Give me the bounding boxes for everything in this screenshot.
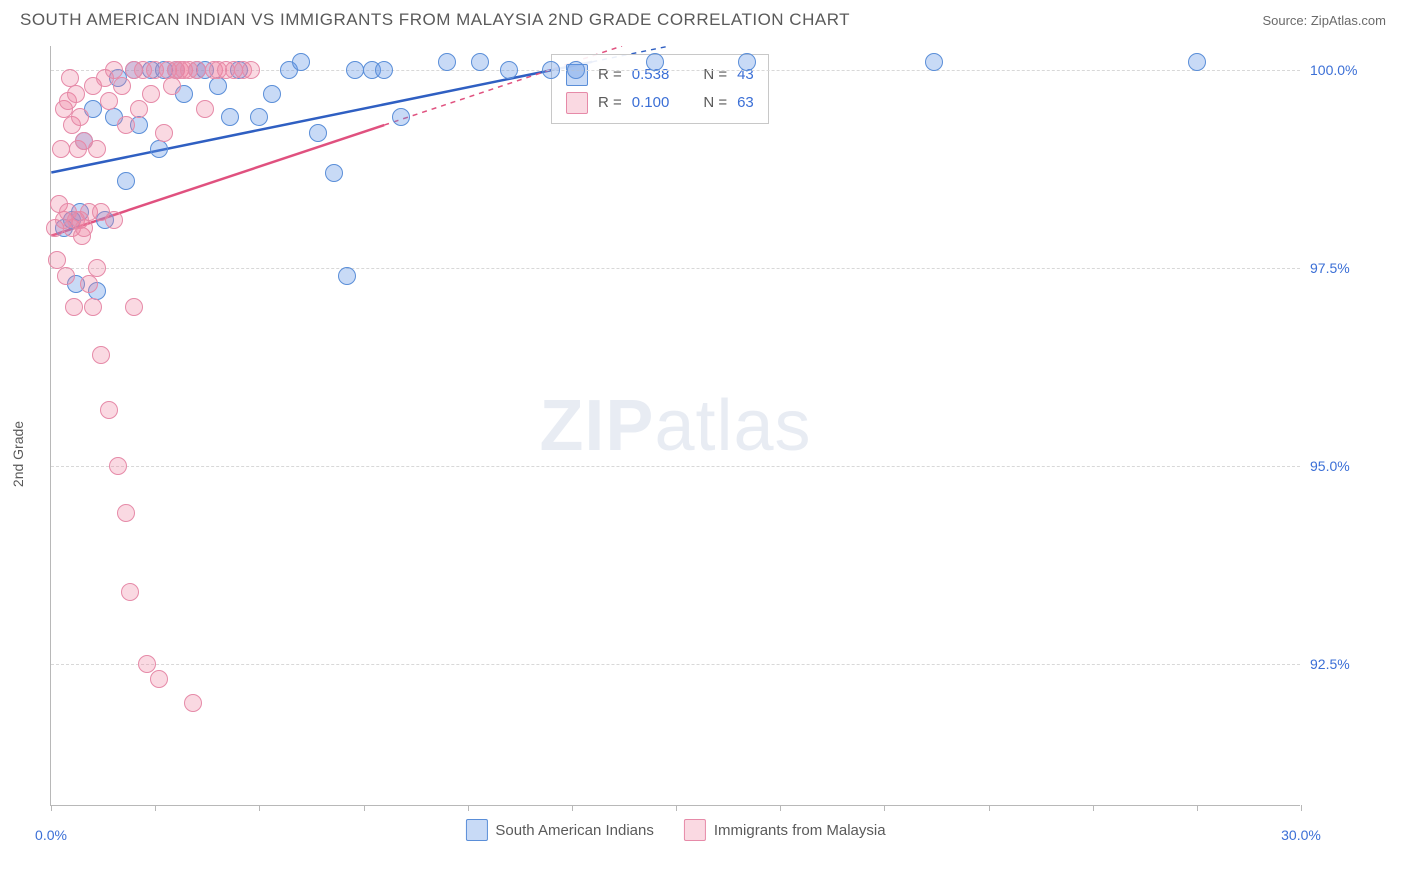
scatter-point <box>438 53 456 71</box>
legend-swatch <box>465 819 487 841</box>
scatter-point <box>471 53 489 71</box>
x-tick-label: 30.0% <box>1281 827 1321 843</box>
scatter-point <box>105 211 123 229</box>
legend-item: South American Indians <box>465 819 653 841</box>
scatter-point <box>500 61 518 79</box>
x-tick-mark <box>259 805 260 811</box>
scatter-point <box>92 346 110 364</box>
scatter-point <box>184 694 202 712</box>
scatter-point <box>263 85 281 103</box>
scatter-point <box>113 77 131 95</box>
x-tick-mark <box>1301 805 1302 811</box>
scatter-point <box>100 401 118 419</box>
x-tick-mark <box>364 805 365 811</box>
chart-title: SOUTH AMERICAN INDIAN VS IMMIGRANTS FROM… <box>20 10 850 30</box>
scatter-point <box>1188 53 1206 71</box>
x-tick-mark <box>780 805 781 811</box>
gridline <box>51 664 1300 665</box>
scatter-point <box>646 53 664 71</box>
x-tick-mark <box>676 805 677 811</box>
scatter-point <box>142 85 160 103</box>
x-tick-mark <box>468 805 469 811</box>
scatter-point <box>109 457 127 475</box>
x-tick-mark <box>572 805 573 811</box>
scatter-point <box>65 298 83 316</box>
chart-source: Source: ZipAtlas.com <box>1262 13 1386 28</box>
scatter-point <box>80 275 98 293</box>
legend-swatch <box>566 92 588 114</box>
scatter-point <box>925 53 943 71</box>
scatter-point <box>52 140 70 158</box>
stat-r-label: R = <box>598 94 622 111</box>
scatter-point <box>338 267 356 285</box>
stat-n-value: 63 <box>737 94 754 111</box>
scatter-point <box>117 504 135 522</box>
scatter-point <box>71 108 89 126</box>
x-tick-mark <box>1093 805 1094 811</box>
scatter-point <box>150 140 168 158</box>
scatter-point <box>392 108 410 126</box>
chart-area: 2nd Grade ZIPatlas R = 0.538N = 43R = 0.… <box>0 36 1406 856</box>
scatter-point <box>138 655 156 673</box>
x-tick-mark <box>884 805 885 811</box>
legend-swatch <box>684 819 706 841</box>
scatter-point <box>88 140 106 158</box>
plot-area: ZIPatlas R = 0.538N = 43R = 0.100N = 63 … <box>50 46 1300 806</box>
y-tick-label: 95.0% <box>1310 458 1390 474</box>
x-tick-mark <box>155 805 156 811</box>
y-axis-label: 2nd Grade <box>10 421 26 487</box>
scatter-point <box>75 219 93 237</box>
scatter-point <box>188 61 206 79</box>
scatter-point <box>346 61 364 79</box>
gridline <box>51 268 1300 269</box>
scatter-point <box>375 61 393 79</box>
y-tick-label: 92.5% <box>1310 656 1390 672</box>
scatter-point <box>117 116 135 134</box>
scatter-point <box>125 298 143 316</box>
y-tick-label: 100.0% <box>1310 62 1390 78</box>
x-tick-mark <box>989 805 990 811</box>
stat-n-label: N = <box>703 94 727 111</box>
watermark: ZIPatlas <box>539 385 811 467</box>
scatter-point <box>67 85 85 103</box>
scatter-point <box>150 670 168 688</box>
series-legend: South American Indians Immigrants from Ma… <box>465 819 885 841</box>
legend-item: Immigrants from Malaysia <box>684 819 886 841</box>
scatter-point <box>542 61 560 79</box>
scatter-point <box>325 164 343 182</box>
scatter-point <box>163 77 181 95</box>
scatter-point <box>57 267 75 285</box>
legend-label: South American Indians <box>495 822 653 839</box>
y-tick-label: 97.5% <box>1310 260 1390 276</box>
scatter-point <box>250 108 268 126</box>
scatter-point <box>117 172 135 190</box>
regression-lines <box>51 46 1300 805</box>
scatter-point <box>155 124 173 142</box>
stat-r-value: 0.100 <box>632 94 670 111</box>
x-tick-label: 0.0% <box>35 827 67 843</box>
scatter-point <box>221 108 239 126</box>
scatter-point <box>309 124 327 142</box>
scatter-point <box>100 92 118 110</box>
scatter-point <box>738 53 756 71</box>
gridline <box>51 466 1300 467</box>
stats-legend-row: R = 0.100 N = 63 <box>566 89 754 117</box>
x-tick-mark <box>51 805 52 811</box>
scatter-point <box>84 298 102 316</box>
scatter-point <box>121 583 139 601</box>
scatter-point <box>88 259 106 277</box>
scatter-point <box>209 77 227 95</box>
legend-label: Immigrants from Malaysia <box>714 822 886 839</box>
scatter-point <box>242 61 260 79</box>
x-tick-mark <box>1197 805 1198 811</box>
scatter-point <box>292 53 310 71</box>
scatter-point <box>196 100 214 118</box>
scatter-point <box>130 100 148 118</box>
chart-header: SOUTH AMERICAN INDIAN VS IMMIGRANTS FROM… <box>0 0 1406 36</box>
scatter-point <box>567 61 585 79</box>
